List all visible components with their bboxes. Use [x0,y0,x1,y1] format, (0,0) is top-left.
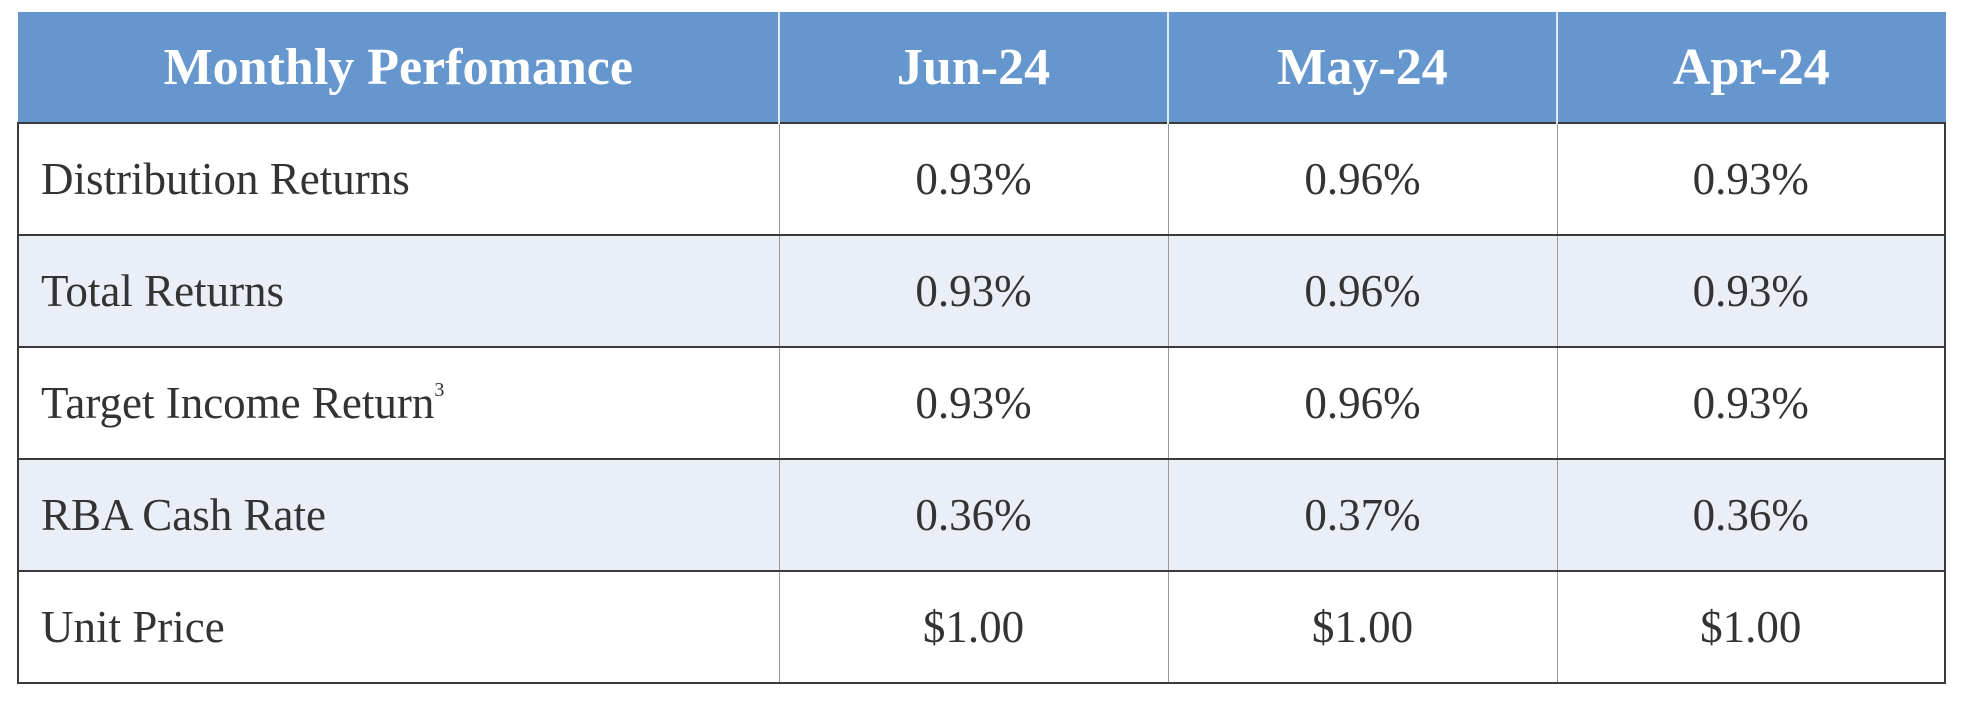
row-label: Target Income Return3 [17,346,780,460]
table-row: RBA Cash Rate 0.36% 0.37% 0.36% [17,458,1946,572]
value-cell: 0.93% [778,346,1169,460]
header-cell: Apr-24 [1556,12,1946,123]
value-cell: 0.96% [1167,122,1558,236]
row-label: Unit Price [17,570,780,684]
header-row: Monthly Perfomance Jun-24 May-24 Apr-24 [17,12,1946,123]
value-cell: 0.96% [1167,346,1558,460]
table-row: Total Returns 0.93% 0.96% 0.93% [17,234,1946,348]
header-cell: May-24 [1167,12,1558,123]
row-label: RBA Cash Rate [17,458,780,572]
value-cell: 0.93% [1556,234,1946,348]
row-label-text: Unit Price [41,602,225,652]
value-cell: 0.93% [778,234,1169,348]
table-row: Distribution Returns 0.93% 0.96% 0.93% [17,122,1946,236]
value-cell: $1.00 [1556,570,1946,684]
header-cell: Monthly Perfomance [17,12,780,123]
value-cell: 0.36% [1556,458,1946,572]
row-label: Total Returns [17,234,780,348]
value-cell: $1.00 [778,570,1169,684]
value-cell: 0.93% [778,122,1169,236]
value-cell: 0.96% [1167,234,1558,348]
row-label-text: Distribution Returns [41,154,410,204]
value-cell: $1.00 [1167,570,1558,684]
value-cell: 0.93% [1556,122,1946,236]
value-cell: 0.93% [1556,346,1946,460]
table-row: Target Income Return3 0.93% 0.96% 0.93% [17,346,1946,460]
performance-table: Monthly Perfomance Jun-24 May-24 Apr-24 Dis… [17,12,1946,684]
row-label-text: Target Income Return [41,378,435,428]
footnote-ref: 3 [434,379,445,401]
row-label-text: Total Returns [41,266,285,316]
table-row: Unit Price $1.00 $1.00 $1.00 [17,570,1946,684]
row-label: Distribution Returns [17,122,780,236]
table-body: Distribution Returns 0.93% 0.96% 0.93% Total… [17,122,1946,684]
value-cell: 0.37% [1167,458,1558,572]
value-cell: 0.36% [778,458,1169,572]
row-label-text: RBA Cash Rate [41,490,327,540]
header-cell: Jun-24 [778,12,1169,123]
